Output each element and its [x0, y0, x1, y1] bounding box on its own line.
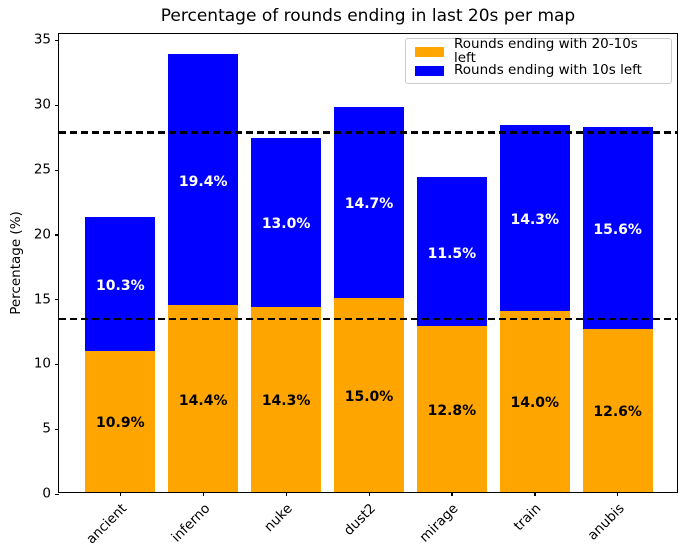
y-tick-label: 5	[42, 420, 51, 437]
bar-segment-mirage-s0	[416, 326, 487, 492]
bar-value-label: 11.5%	[427, 245, 477, 262]
y-tick-label: 15	[33, 290, 51, 307]
x-tick-label-train: train	[511, 500, 545, 535]
bar-segment-ancient-s0	[85, 350, 156, 492]
x-tick-mark	[368, 492, 370, 496]
bar-value-label: 19.4%	[178, 173, 228, 190]
y-tick-mark	[55, 169, 59, 171]
legend-swatch-icon	[415, 65, 444, 76]
legend-swatch-icon	[415, 46, 444, 57]
bar-segment-nuke-s0	[251, 306, 322, 492]
y-axis-label: Percentage (%)	[8, 211, 24, 315]
y-tick-label: 30	[33, 96, 51, 113]
reference-line	[59, 318, 677, 321]
bar-value-label: 14.4%	[178, 392, 228, 409]
bar-segment-ancient-s1	[85, 217, 156, 351]
bar-segment-inferno-s1	[168, 54, 239, 306]
bar-segment-inferno-s0	[168, 305, 239, 492]
y-tick-mark	[55, 234, 59, 236]
reference-line	[59, 131, 677, 134]
x-tick-mark	[451, 492, 453, 496]
x-tick-label-nuke: nuke	[261, 500, 297, 536]
y-tick-mark	[55, 39, 59, 42]
x-tick-mark	[534, 492, 536, 496]
y-tick-mark	[55, 363, 59, 366]
plot-area: 0 5 10 15 20 25 30 35 ancient inferno nuke dust2 mir…	[34, 33, 678, 547]
legend-entry: Rounds ending with 10s left	[415, 63, 662, 78]
bar-value-label: 14.7%	[344, 196, 394, 213]
x-tick-mark	[617, 492, 619, 496]
bar-value-label: 14.3%	[261, 393, 311, 410]
bar-value-label: 13.0%	[261, 216, 311, 233]
chart-title: Percentage of rounds ending in last 20s …	[160, 6, 576, 26]
x-tick-mark	[119, 492, 122, 496]
bar-segment-dust2-s1	[334, 107, 404, 298]
bar-value-label: 12.8%	[427, 403, 477, 420]
bar-segment-train-s1	[499, 125, 570, 311]
bar-segment-nuke-s1	[251, 138, 322, 307]
y-tick-mark	[55, 104, 59, 107]
legend: Rounds ending with 20-10s left Rounds end…	[405, 37, 672, 84]
x-tick-mark	[285, 492, 287, 496]
bar-segment-anubis-s0	[582, 328, 653, 492]
bar-value-label: 10.9%	[96, 415, 145, 432]
bar-value-label: 12.6%	[593, 404, 642, 421]
x-tick-label-dust2: dust2	[340, 500, 379, 539]
bar-value-label: 15.6%	[593, 221, 642, 238]
x-tick-label-inferno: inferno	[168, 500, 214, 546]
y-tick-label: 25	[33, 161, 51, 178]
legend-entry: Rounds ending with 20-10s left	[415, 37, 662, 64]
legend-label: Rounds ending with 20-10s left	[454, 36, 638, 66]
y-tick-label: 35	[33, 31, 51, 48]
y-tick-label: 20	[33, 226, 51, 243]
y-tick-label: 10	[33, 355, 51, 372]
bar-value-label: 14.3%	[510, 211, 560, 228]
y-tick-mark	[55, 493, 59, 495]
bar-value-label: 10.3%	[96, 278, 145, 295]
x-tick-label-ancient: ancient	[83, 500, 131, 548]
bar-value-label: 15.0%	[344, 388, 394, 405]
legend-label: Rounds ending with 10s left	[454, 61, 642, 78]
x-tick-label-anubis: anubis	[584, 500, 628, 544]
x-tick-label-mirage: mirage	[416, 500, 462, 546]
bar-segment-dust2-s0	[334, 297, 404, 492]
y-tick-label: 0	[42, 485, 51, 502]
y-tick-mark	[55, 428, 59, 430]
bar-segment-anubis-s1	[582, 126, 653, 329]
bar-segment-mirage-s1	[416, 177, 487, 327]
bar-value-label: 14.0%	[510, 395, 560, 412]
y-tick-mark	[55, 299, 59, 301]
bar-segment-train-s0	[499, 310, 570, 492]
x-tick-mark	[202, 492, 205, 496]
